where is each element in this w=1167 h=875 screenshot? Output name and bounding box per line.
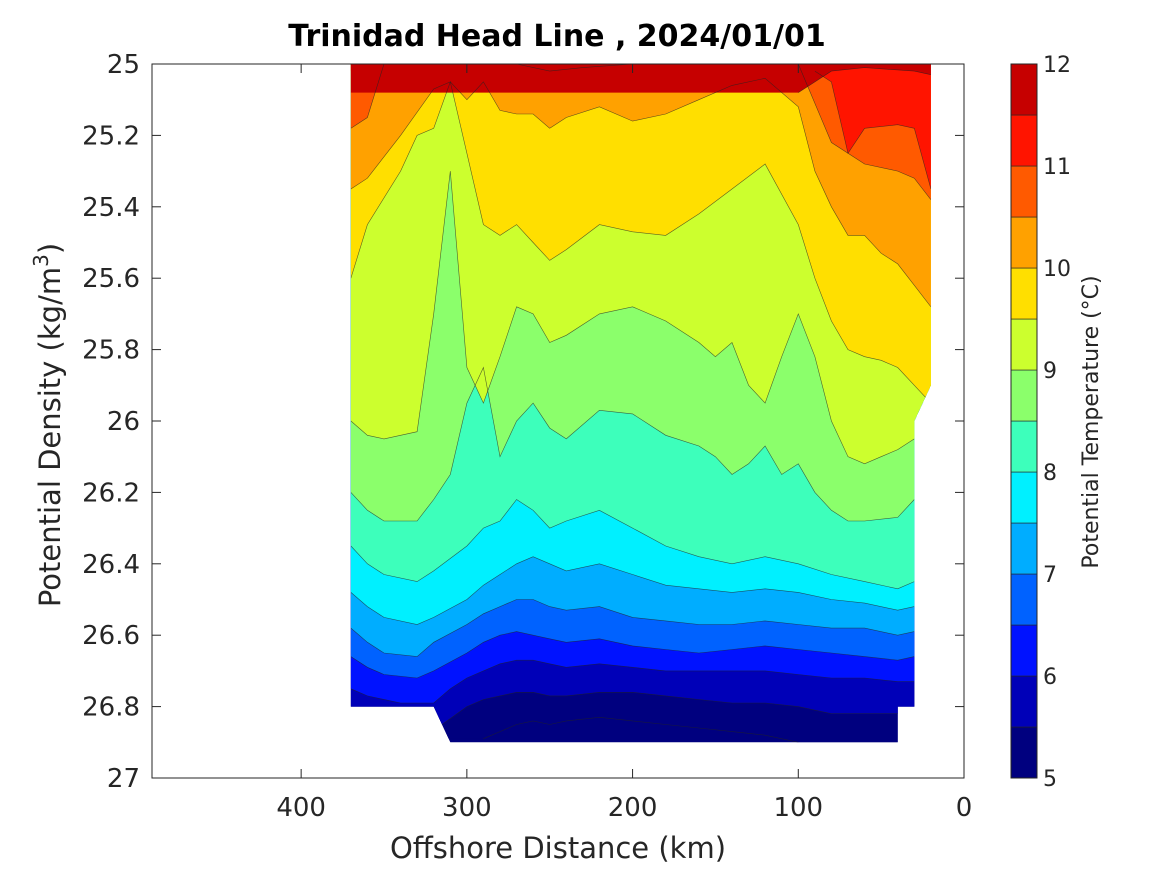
y-tick-label: 26.6 (82, 621, 140, 651)
isotherm-line (350, 77, 931, 307)
plot-area: 400 300 200 100 0 25 25.2 25.4 25.6 25.8 26 26.2 26… (82, 50, 972, 823)
y-axis-label: Potential Density (kg/m3) (29, 243, 67, 607)
colorbar-swatch (1010, 63, 1038, 116)
isotherm-line (483, 716, 799, 743)
x-tick-label: 200 (608, 793, 658, 823)
isotherm-line (350, 556, 915, 625)
x-tick-label: 400 (276, 793, 326, 823)
colorbar-swatch (1010, 267, 1038, 320)
colorbar-tick-label: 6 (1043, 665, 1057, 690)
colorbar-swatch (1010, 318, 1038, 371)
y-axis: 25 25.2 25.4 25.6 25.8 26 26.2 26.4 26.6 26.8 27 (82, 50, 964, 794)
y-tick-label: 26.2 (82, 478, 140, 508)
colorbar-tick-label: 10 (1043, 257, 1071, 282)
colorbar-swatch (1010, 726, 1038, 779)
x-axis: 400 300 200 100 0 (276, 64, 972, 823)
colorbar-tick-label: 9 (1043, 359, 1057, 384)
colorbar-swatch (1010, 420, 1038, 473)
colorbar-frame (1010, 63, 1038, 779)
y-tick-label: 26.4 (82, 550, 140, 580)
isotherm-line (350, 64, 931, 200)
y-axis-label-main: Potential Density (kg/m (33, 267, 67, 607)
colorbar-tick-label: 7 (1043, 563, 1057, 588)
isotherm-line (350, 599, 915, 657)
y-tick-label: 25.6 (82, 264, 140, 294)
colorbar-swatch (1010, 573, 1038, 626)
x-axis-label: Offshore Distance (km) (390, 831, 726, 865)
colorbar-swatch (1010, 216, 1038, 269)
isotherm-line (814, 70, 931, 190)
colorbar-tick-label: 5 (1043, 767, 1057, 792)
y-axis-label-superscript: 3 (29, 254, 53, 267)
isotherm-line (350, 659, 915, 704)
y-tick-label: 26 (107, 407, 140, 437)
colorbar-swatch (1010, 114, 1038, 167)
isotherm-line (350, 631, 915, 679)
y-tick-label: 25.8 (82, 336, 140, 366)
isotherm-line (350, 499, 915, 590)
y-tick-label: 25.4 (82, 193, 140, 223)
y-tick-label: 25.2 (82, 121, 140, 151)
isotherm-line (798, 67, 931, 93)
x-tick-label: 100 (773, 793, 823, 823)
colorbar-swatch (1010, 624, 1038, 677)
x-tick-label: 0 (956, 793, 973, 823)
colorbar-swatch (1010, 165, 1038, 218)
colorbar-swatch (1010, 522, 1038, 575)
colorbar-tick-label: 8 (1043, 461, 1057, 486)
contour-fill-group (350, 64, 931, 743)
colorbar-tick-label: 11 (1043, 155, 1071, 180)
isotherm-line (350, 80, 931, 404)
colorbar-tick-label: 12 (1043, 53, 1071, 78)
colorbar-swatch (1010, 369, 1038, 422)
isotherm-line (350, 171, 915, 465)
colorbar-swatch (1010, 675, 1038, 728)
x-tick-label: 300 (442, 793, 492, 823)
y-tick-label: 25 (107, 50, 140, 80)
contour-band (350, 64, 931, 189)
isotherm-line (350, 366, 915, 522)
y-axis-label-close: ) (33, 243, 67, 254)
colorbar-swatch (1010, 471, 1038, 524)
y-tick-label: 26.8 (82, 693, 140, 723)
isotherm-line (441, 692, 898, 725)
colorbar: 5 6 7 8 9 10 11 12 (1010, 53, 1071, 792)
chart-title: Trinidad Head Line , 2024/01/01 (288, 19, 825, 54)
y-tick-label: 27 (107, 764, 140, 794)
colorbar-label: Potential Temperature (°C) (1079, 275, 1104, 568)
contour-band (350, 64, 931, 93)
contour-band (350, 64, 931, 200)
